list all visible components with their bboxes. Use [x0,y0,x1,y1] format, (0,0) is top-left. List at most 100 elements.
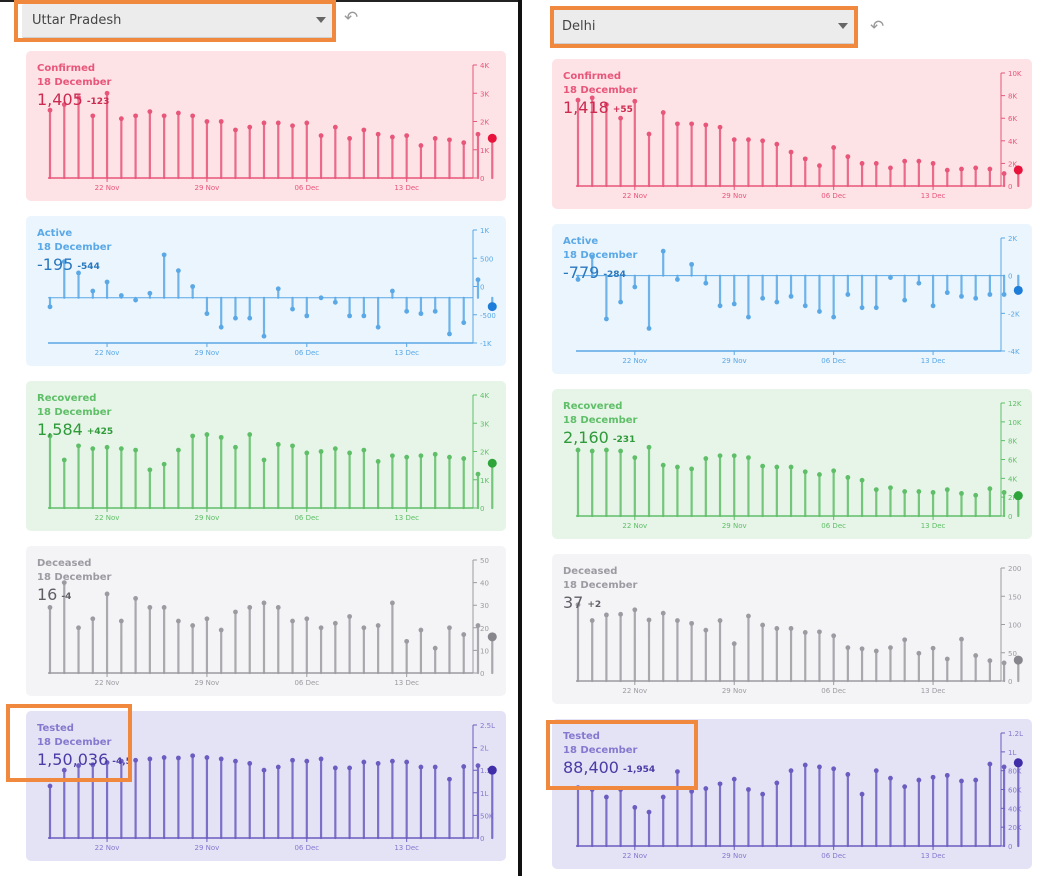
data-point [104,90,110,96]
stat-delta: +2 [587,600,602,610]
data-point [247,432,253,437]
y-tick-label: 60K [1008,787,1022,795]
data-point [859,477,865,483]
data-point [575,447,581,453]
deceased-chart: 0 50 100 150 200 22 Nov 29 Nov 06 Dec 13 Dec [575,565,1023,695]
data-point [788,768,794,774]
current-value-dot[interactable] [1013,165,1023,175]
x-tick-label: 22 Nov [95,184,120,192]
x-tick-label: 06 Dec [821,687,846,695]
data-point [589,95,595,101]
x-tick-label: 29 Nov [722,192,747,200]
current-value-dot[interactable] [1013,285,1023,295]
data-point [332,765,338,771]
current-value-dot[interactable] [487,302,497,312]
current-value-dot[interactable] [487,458,497,468]
region-select[interactable]: Uttar Pradesh [22,4,334,38]
data-point [133,447,138,453]
data-point [290,757,295,763]
recovered-label: Recovered 18 December [563,400,637,428]
data-point [902,158,908,164]
data-point [461,320,467,326]
data-point [61,102,67,107]
data-point [118,116,124,122]
data-point [389,134,395,140]
data-point [959,636,964,642]
current-value-dot[interactable] [1013,655,1023,665]
data-point [731,301,737,307]
data-point [604,447,609,453]
data-point [959,491,964,496]
data-point [575,785,581,791]
data-point [432,451,438,457]
data-point [447,137,452,143]
data-point [987,292,993,297]
current-value-dot[interactable] [1013,758,1023,768]
data-point [161,755,167,760]
tested-value: 88,400 -1,954 [563,759,655,779]
data-point [461,140,467,146]
data-point [660,610,666,616]
x-tick-label: 29 Nov [195,844,220,852]
data-point [447,331,452,337]
data-point [361,447,367,453]
data-point [888,775,893,781]
region-select[interactable]: Delhi [552,10,856,44]
current-value-dot[interactable] [487,765,497,775]
y-tick-label: 0 [1008,183,1012,191]
y-tick-label: -500 [480,312,496,320]
data-point [604,102,609,108]
y-tick-label: 6K [1008,457,1017,465]
data-point [432,645,438,651]
data-point [332,124,338,130]
stat-number: 1,405 [37,90,83,109]
data-point [432,308,438,314]
data-point [233,758,238,764]
data-point [589,787,595,792]
stat-date: 18 December [563,250,638,261]
deceased-card: Deceased 18 December 0 10 20 30 40 50 22 Nov 29 N… [26,546,506,696]
recovered-value: 2,160 -231 [563,429,635,449]
y-tick-label: 2K [1008,494,1017,502]
data-point [318,756,324,762]
region-select-value: Uttar Pradesh [32,13,122,28]
x-tick-label: 06 Dec [294,844,319,852]
data-point [859,305,865,311]
x-tick-label: 13 Dec [921,687,946,695]
data-point [218,434,224,440]
data-point [361,313,367,319]
data-point [175,268,181,274]
y-tick-label: -2K [1008,310,1020,318]
data-point [618,611,624,617]
y-tick-label: 2K [480,449,489,457]
confirmed-chart: 0 1K 2K 3K 4K 22 Nov 29 Nov 06 Dec 13 Dec [47,62,497,192]
data-point [959,778,964,784]
current-value-dot[interactable] [487,632,497,642]
data-point [831,145,837,150]
data-point [375,761,381,766]
current-value-dot[interactable] [487,133,497,143]
active-value: -779 -284 [563,264,626,284]
data-point [632,98,638,104]
data-point [347,136,352,141]
stat-delta: -4 [61,592,72,602]
data-point [944,167,950,173]
data-point [632,284,638,290]
undo-arrow-icon[interactable]: ↶ [870,17,885,37]
stat-number: 1,418 [563,98,609,117]
data-point [660,794,666,800]
undo-arrow-icon[interactable]: ↶ [344,8,359,28]
data-point [845,772,851,777]
stat-date: 18 December [37,407,112,418]
data-point [944,772,950,778]
y-tick-label: 50 [1008,650,1017,658]
x-tick-label: 13 Dec [921,192,946,200]
data-point [347,614,352,619]
x-tick-label: 13 Dec [394,514,419,522]
current-value-dot[interactable] [1013,491,1023,501]
y-tick-label: 200 [1008,565,1021,573]
data-point [831,314,837,320]
data-point [675,121,680,127]
data-point [318,133,324,139]
stat-date: 18 December [563,745,638,756]
